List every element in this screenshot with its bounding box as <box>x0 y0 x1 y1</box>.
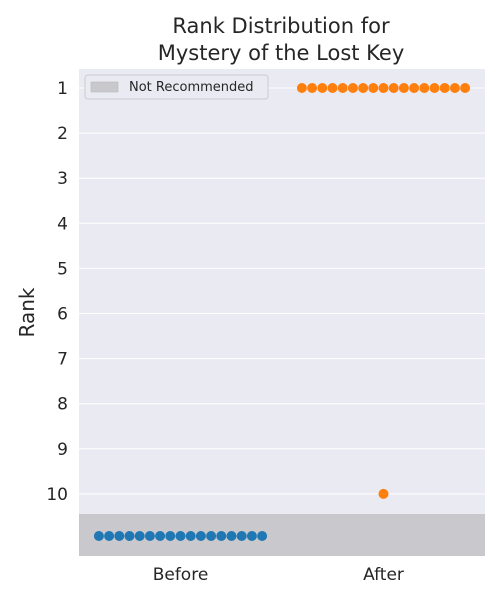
data-point-after <box>348 83 358 93</box>
data-point-before <box>114 531 124 541</box>
data-point-after <box>430 83 440 93</box>
data-point-after <box>440 83 450 93</box>
y-tick-label: 10 <box>46 485 68 505</box>
data-point-before <box>227 531 237 541</box>
y-tick-label: 5 <box>57 259 68 279</box>
data-point-after <box>409 83 419 93</box>
data-point-before <box>104 531 114 541</box>
data-point-after <box>419 83 429 93</box>
data-point-after <box>379 83 389 93</box>
legend-label-not-recommended: Not Recommended <box>129 80 254 95</box>
y-tick-label: 9 <box>57 440 68 460</box>
data-point-after <box>379 489 389 499</box>
data-point-after <box>297 83 307 93</box>
y-tick-label: 6 <box>57 305 68 325</box>
data-point-after <box>307 83 317 93</box>
x-tick-label: Before <box>153 565 209 585</box>
legend: Not Recommended <box>85 75 268 99</box>
data-point-before <box>186 531 196 541</box>
data-point-before <box>257 531 267 541</box>
y-tick-label: 8 <box>57 395 68 415</box>
data-point-after <box>450 83 460 93</box>
data-point-before <box>125 531 135 541</box>
chart-title-line-1: Rank Distribution for <box>172 14 390 38</box>
data-point-after <box>368 83 378 93</box>
x-tick-label: After <box>363 565 404 585</box>
y-tick-label: 4 <box>57 214 68 234</box>
data-point-before <box>155 531 165 541</box>
plot-area <box>79 69 485 556</box>
chart-title-line-2: Mystery of the Lost Key <box>158 41 405 65</box>
y-tick-label: 2 <box>57 124 68 144</box>
data-point-after <box>338 83 348 93</box>
data-point-after <box>399 83 409 93</box>
y-tick-labels: 1 2 3 4 5 6 7 8 9 10 <box>46 79 68 505</box>
data-point-before <box>165 531 175 541</box>
y-tick-label: 3 <box>57 169 68 189</box>
data-point-before <box>135 531 145 541</box>
data-point-before <box>196 531 206 541</box>
data-point-after <box>358 83 368 93</box>
data-point-after <box>460 83 470 93</box>
data-point-before <box>94 531 104 541</box>
x-tick-labels: Before After <box>153 565 404 585</box>
y-axis-label: Rank <box>15 287 39 337</box>
data-point-after <box>328 83 338 93</box>
data-point-after <box>389 83 399 93</box>
data-point-before <box>216 531 226 541</box>
data-point-before <box>247 531 257 541</box>
data-point-before <box>176 531 186 541</box>
data-point-before <box>145 531 155 541</box>
y-tick-label: 7 <box>57 350 68 370</box>
y-tick-label: 1 <box>57 79 68 99</box>
data-point-before <box>237 531 247 541</box>
data-point-after <box>317 83 327 93</box>
data-point-before <box>206 531 216 541</box>
legend-swatch-not-recommended <box>91 82 118 92</box>
